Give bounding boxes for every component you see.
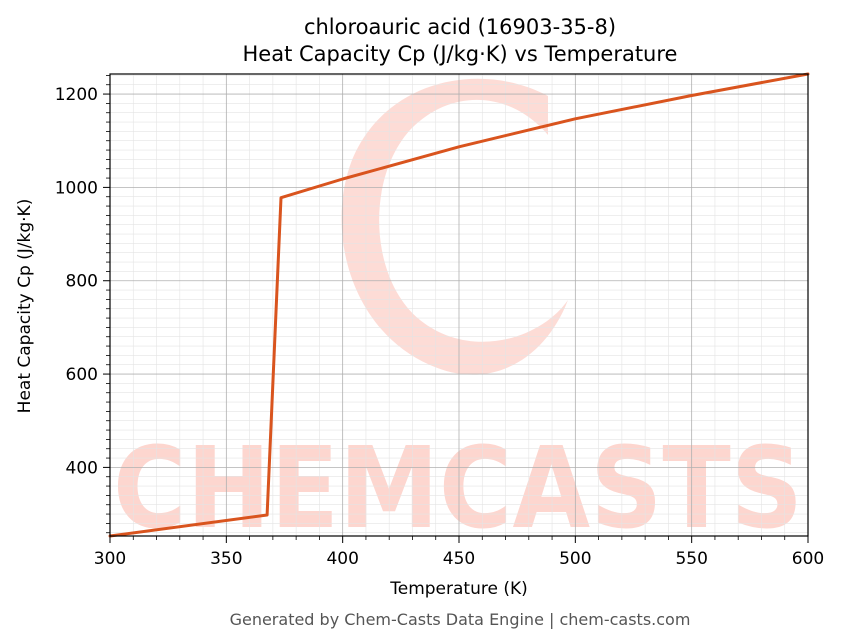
x-tick-label: 350: [210, 549, 242, 569]
x-tick-label: 450: [443, 549, 475, 569]
y-tick-label: 600: [66, 365, 98, 385]
x-tick-label: 400: [326, 549, 358, 569]
y-tick-label: 1200: [55, 85, 98, 105]
x-tick-label: 550: [675, 549, 707, 569]
chart-title: chloroauric acid (16903-35-8): [304, 15, 616, 39]
watermark-text: CHEMCASTS: [113, 424, 803, 554]
y-tick-label: 400: [66, 458, 98, 478]
x-tick-label: 500: [559, 549, 591, 569]
y-axis-label: Heat Capacity Cp (J/kg·K): [15, 199, 35, 414]
watermark-swirl: [341, 78, 568, 375]
y-tick-label: 800: [66, 272, 98, 292]
series-layer: [108, 72, 810, 538]
watermark-logo: CHEMCASTS: [113, 78, 803, 554]
y-tick-label: 1000: [55, 178, 98, 198]
x-tick-label: 300: [94, 549, 126, 569]
footer-credit: Generated by Chem-Casts Data Engine | ch…: [230, 610, 691, 629]
axis-ticks: 300 350 400 450 500 550 600 400 600 800 1000 1200: [55, 75, 824, 569]
series-line-0: [108, 72, 810, 538]
x-axis-label: Temperature (K): [389, 579, 528, 599]
x-tick-label: 600: [792, 549, 824, 569]
chart-subtitle: Heat Capacity Cp (J/kg·K) vs Temperature: [243, 42, 678, 66]
